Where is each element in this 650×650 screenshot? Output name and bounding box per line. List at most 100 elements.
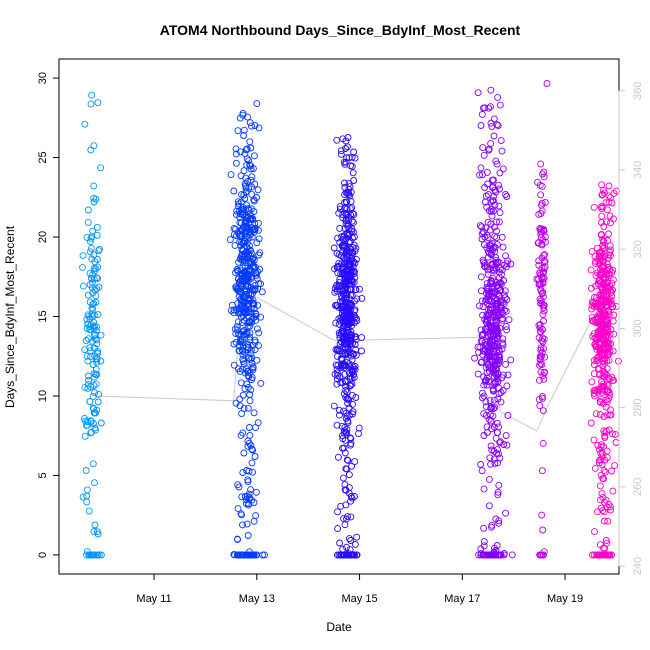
data-point — [347, 381, 355, 389]
data-point — [600, 223, 608, 230]
data-point — [604, 285, 612, 293]
data-point — [236, 210, 244, 218]
data-point — [537, 360, 545, 368]
data-point — [84, 380, 92, 388]
data-point — [478, 171, 486, 179]
data-point — [598, 461, 606, 468]
data-point — [246, 161, 254, 169]
data-point — [498, 270, 505, 278]
data-point — [234, 127, 242, 135]
data-point — [355, 424, 363, 432]
data-point — [245, 246, 253, 254]
data-point — [539, 310, 547, 318]
data-point — [345, 261, 353, 269]
data-point — [590, 356, 598, 364]
data-point — [337, 364, 345, 371]
data-point — [474, 370, 482, 378]
data-point — [344, 286, 351, 294]
data-point — [334, 453, 342, 461]
data-point — [598, 231, 606, 239]
data-point — [490, 447, 498, 455]
data-point — [235, 258, 243, 266]
data-point — [86, 298, 94, 306]
data-point — [490, 192, 497, 200]
data-point — [249, 296, 257, 304]
data-point — [489, 183, 497, 191]
data-point — [255, 329, 263, 337]
data-point — [503, 441, 511, 449]
data-point — [605, 551, 613, 559]
data-point — [336, 297, 344, 305]
data-point — [250, 409, 258, 417]
data-point — [346, 373, 354, 381]
data-point — [343, 229, 351, 237]
data-point — [596, 482, 604, 490]
data-point — [255, 235, 263, 243]
data-point — [610, 311, 618, 319]
data-point — [492, 314, 500, 322]
data-point — [596, 551, 604, 559]
data-point — [349, 400, 357, 408]
data-point — [601, 498, 608, 506]
data-point — [92, 365, 100, 373]
data-point — [243, 520, 251, 528]
data-point — [84, 291, 92, 299]
data-point — [491, 267, 498, 275]
data-point — [249, 446, 257, 454]
data-point — [493, 121, 501, 129]
data-point — [241, 317, 248, 325]
data-point — [89, 404, 97, 412]
data-point — [243, 272, 251, 280]
data-point — [239, 521, 246, 529]
data-point — [232, 330, 240, 338]
data-point — [350, 241, 358, 249]
data-point — [593, 313, 601, 321]
data-point — [477, 164, 485, 172]
data-point — [85, 507, 93, 515]
data-point — [587, 419, 595, 427]
data-point — [494, 488, 502, 496]
data-point — [347, 439, 355, 447]
data-point — [495, 481, 503, 489]
data-point — [603, 302, 611, 310]
data-point — [255, 342, 262, 350]
data-point — [342, 351, 350, 359]
data-point — [539, 394, 546, 402]
data-point — [336, 239, 344, 246]
data-point — [491, 379, 499, 387]
data-point — [336, 224, 344, 232]
data-point — [248, 122, 255, 130]
data-point — [600, 517, 608, 525]
data-point — [502, 307, 510, 315]
data-point — [487, 140, 495, 148]
data-point — [333, 249, 341, 257]
data-point — [483, 231, 491, 239]
data-point — [350, 371, 357, 379]
data-point — [345, 535, 353, 543]
data-point — [245, 219, 253, 227]
data-point — [599, 321, 607, 329]
data-point — [593, 294, 601, 302]
data-point — [339, 435, 347, 443]
data-point — [231, 325, 239, 333]
y-tick-label: 15 — [37, 310, 49, 322]
data-point — [90, 265, 98, 272]
data-point — [242, 206, 250, 214]
data-point — [86, 344, 94, 352]
data-point — [596, 411, 604, 418]
data-point — [590, 436, 598, 444]
data-point — [600, 280, 608, 288]
data-point — [493, 419, 501, 427]
data-point — [483, 325, 491, 333]
data-point — [508, 551, 516, 559]
data-point — [536, 356, 544, 364]
data-point — [605, 182, 613, 190]
data-point — [349, 339, 356, 347]
data-point — [606, 252, 614, 260]
data-point — [227, 171, 235, 179]
data-point — [334, 269, 342, 277]
data-point — [496, 438, 504, 446]
data-point — [494, 93, 502, 101]
data-point — [605, 387, 612, 395]
data-point — [87, 418, 95, 426]
